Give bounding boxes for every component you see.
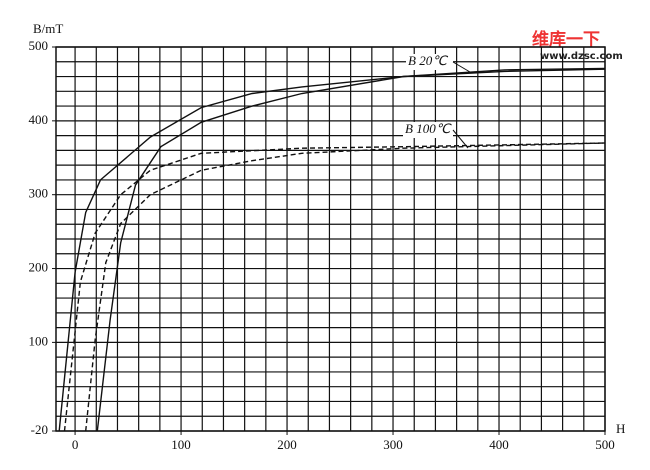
x-axis-label: H [616,421,625,436]
x-tick-label: 100 [171,437,191,452]
curve [58,68,606,432]
plot-frame [55,46,606,432]
x-tick-label: 500 [595,437,615,452]
annotation-leader [452,61,471,73]
x-tick-label: 0 [72,437,79,452]
annotation-bg [403,122,453,138]
y-tick-label: 500 [29,38,49,53]
annotation-leader [452,129,469,149]
x-tick-label: 400 [489,437,509,452]
watermark-url: www.dzsc.com [540,51,623,62]
x-tick-label: 200 [277,437,297,452]
y-tick-label: 400 [29,112,49,127]
y-axis-label: B/mT [33,21,63,36]
y-tick-label: 300 [29,186,49,201]
watermark: 维库一下 [532,29,600,50]
curve [85,142,606,432]
curve [63,142,606,432]
curve [96,67,606,432]
annotation-bg [406,54,453,70]
y-tick-label: 200 [29,260,49,275]
annotation: B 20℃ [408,53,448,68]
y-tick-label: -20 [31,422,48,437]
annotation: B 100℃ [405,121,452,136]
y-tick-label: 100 [29,333,49,348]
x-tick-label: 300 [383,437,403,452]
